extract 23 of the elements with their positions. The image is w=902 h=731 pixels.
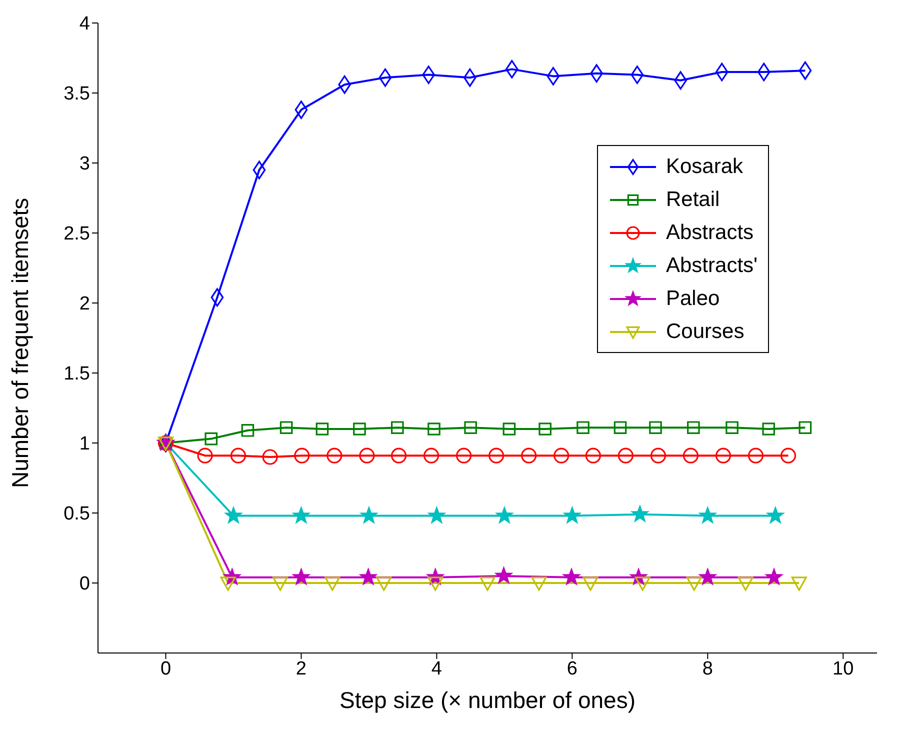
legend-label: Courses — [666, 320, 744, 344]
x-tick-label: 8 — [702, 658, 713, 680]
x-axis-title: Step size (× number of ones) — [340, 687, 636, 713]
y-axis-title: Number of frequent itemsets — [7, 198, 34, 488]
legend-label: Abstracts' — [666, 254, 758, 278]
legend-label: Abstracts — [666, 220, 754, 244]
y-tick-label: 0 — [79, 574, 90, 595]
legend-label: Paleo — [666, 286, 720, 310]
y-tick-label: 1 — [79, 434, 90, 455]
x-tick-label: 4 — [431, 658, 442, 680]
y-tick-label: 2 — [79, 294, 90, 315]
y-tick-label: 1.5 — [64, 364, 90, 385]
x-tick-label: 0 — [160, 658, 172, 680]
x-tick-label: 10 — [832, 658, 854, 680]
y-tick-label: 0.5 — [64, 504, 90, 525]
legend-label: Retail — [666, 188, 720, 212]
legend-label: Kosarak — [666, 154, 744, 178]
y-tick-label: 4 — [79, 14, 90, 35]
y-tick-label: 3.5 — [64, 84, 90, 105]
x-tick-label: 2 — [296, 658, 307, 680]
x-tick-label: 6 — [566, 658, 578, 680]
y-tick-label: 2.5 — [64, 224, 90, 245]
y-tick-label: 3 — [79, 154, 90, 175]
